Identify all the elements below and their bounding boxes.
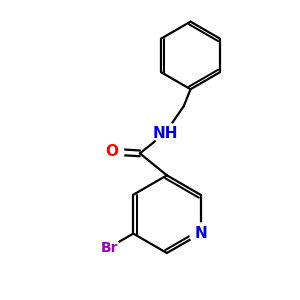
Text: NH: NH: [152, 126, 178, 141]
Text: N: N: [194, 226, 207, 241]
Text: O: O: [106, 144, 119, 159]
Text: Br: Br: [100, 241, 118, 255]
